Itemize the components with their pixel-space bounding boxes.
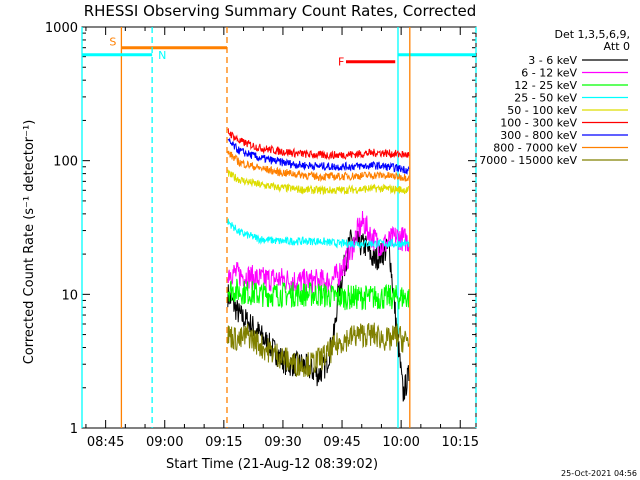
x-tick-label: 09:00 bbox=[146, 435, 183, 450]
legend-label: 50 - 100 keV bbox=[507, 104, 577, 117]
x-tick-label: 09:45 bbox=[323, 435, 360, 450]
legend-label: 800 - 7000 keV bbox=[493, 142, 577, 155]
legend-header-line-1: Det 1,3,5,6,9, bbox=[554, 28, 630, 41]
legend-label: 100 - 300 keV bbox=[500, 117, 577, 130]
y-tick-label: 1000 bbox=[45, 21, 78, 36]
legend-label: 12 - 25 keV bbox=[514, 79, 577, 92]
y-tick-label: 1 bbox=[70, 422, 78, 437]
x-tick-label: 08:45 bbox=[87, 435, 124, 450]
plot-area: 1 10 100 1000 08:45 09:00 09:15 09:30 09:45 10:00… bbox=[45, 21, 479, 450]
x-tick-label: 09:15 bbox=[205, 435, 242, 450]
legend-header-line-2: Att 0 bbox=[604, 40, 630, 53]
legend-label: 3 - 6 keV bbox=[528, 54, 577, 67]
chart-title: RHESSI Observing Summary Count Rates, Co… bbox=[84, 2, 477, 20]
axes-frame bbox=[81, 26, 477, 429]
legend-label: 300 - 800 keV bbox=[500, 129, 577, 142]
y-tick-label: 100 bbox=[53, 155, 78, 170]
x-tick-label: 10:00 bbox=[382, 435, 419, 450]
series-line bbox=[227, 137, 410, 175]
series-line bbox=[227, 229, 410, 402]
x-tick-label: 10:15 bbox=[442, 435, 479, 450]
series-line bbox=[227, 218, 410, 249]
series-line bbox=[227, 322, 410, 378]
series-line bbox=[227, 278, 410, 311]
annotation-label: F bbox=[338, 56, 344, 69]
series-line bbox=[227, 150, 410, 183]
series-line bbox=[227, 210, 410, 294]
x-tick-label: 09:30 bbox=[264, 435, 301, 450]
annotation-label: S bbox=[109, 36, 116, 49]
legend-label: 7000 - 15000 keV bbox=[479, 154, 577, 167]
annotation-label: N bbox=[158, 49, 166, 62]
legend-label: 6 - 12 keV bbox=[521, 67, 577, 80]
legend-label: 25 - 50 keV bbox=[514, 92, 577, 105]
x-axis-label: Start Time (21-Aug-12 08:39:02) bbox=[166, 457, 378, 472]
y-axis-label: Corrected Count Rate (s⁻¹ detector⁻¹) bbox=[22, 120, 37, 365]
series-line bbox=[227, 169, 410, 196]
footer-timestamp: 25-Oct-2021 04:56 bbox=[561, 469, 637, 478]
series-line bbox=[227, 127, 410, 161]
y-tick-label: 10 bbox=[61, 288, 78, 303]
